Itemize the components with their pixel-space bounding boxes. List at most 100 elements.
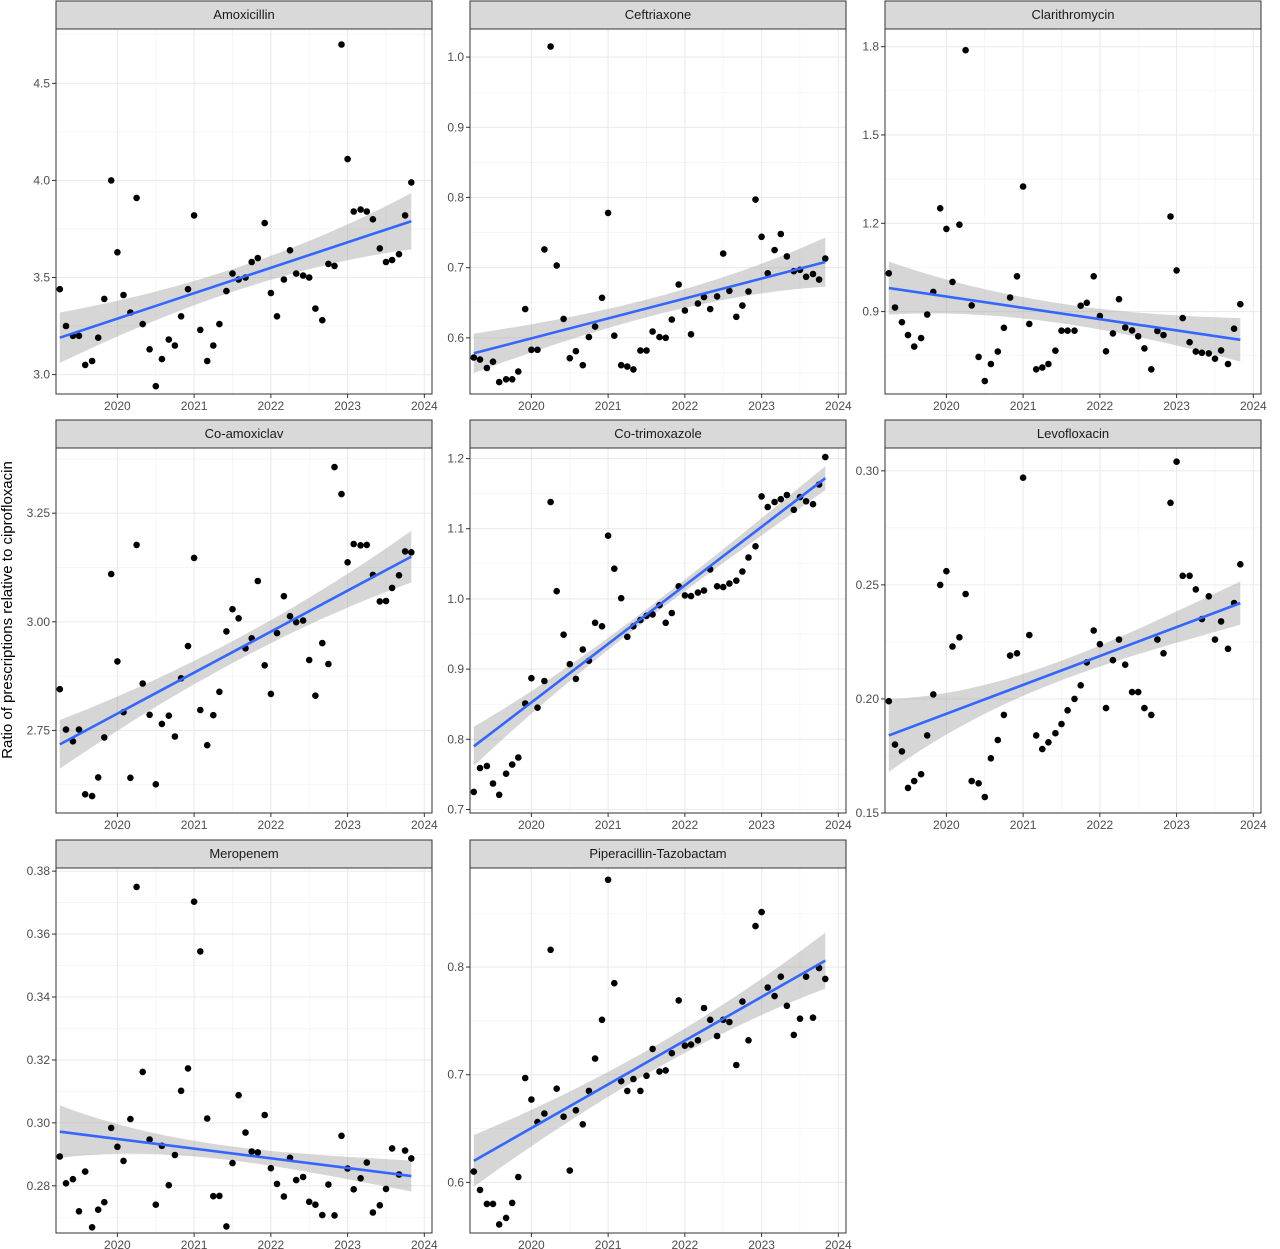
panel-piperacillin-tazobactam: Piperacillin-Tazobactam 2020 2021 2022 2023 2…	[447, 839, 852, 1249]
data-point	[190, 898, 198, 905]
panel-border	[884, 447, 1262, 814]
data-point	[591, 1055, 599, 1062]
data-point	[331, 463, 338, 471]
data-point	[152, 382, 160, 390]
data-point	[713, 1032, 721, 1040]
data-point	[1211, 355, 1219, 363]
confidence-band	[888, 261, 1241, 362]
data-point	[815, 276, 823, 283]
data-point	[408, 1155, 415, 1162]
data-point	[713, 583, 721, 590]
x-tick-label: 2021	[1010, 399, 1037, 413]
data-point	[624, 633, 631, 641]
y-tick-label: 0.6	[447, 331, 464, 345]
data-point	[553, 1085, 560, 1092]
y-tick-label: 0.7	[447, 802, 464, 816]
data-point	[700, 1004, 708, 1012]
data-point	[1237, 561, 1244, 568]
data-point	[1109, 656, 1117, 664]
x-tick-label: 2022	[1087, 399, 1114, 413]
x-tick-label: 2024	[1240, 818, 1267, 832]
data-point	[745, 554, 752, 561]
y-tick-label: 0.25	[856, 578, 880, 592]
data-point	[668, 316, 676, 323]
data-point	[235, 615, 242, 622]
data-point	[700, 587, 708, 594]
data-point	[363, 541, 371, 549]
trend-line	[888, 601, 1241, 737]
data-point	[733, 577, 740, 584]
data-point	[127, 774, 134, 782]
data-point	[325, 660, 332, 668]
data-point	[158, 355, 166, 363]
x-tick-label: 2023	[334, 399, 361, 413]
data-point	[305, 656, 313, 664]
data-point	[495, 1221, 503, 1228]
data-point	[752, 196, 759, 203]
data-point	[790, 506, 798, 514]
data-point	[713, 293, 721, 300]
data-point	[139, 680, 146, 687]
data-point	[139, 1068, 146, 1076]
data-point	[917, 334, 925, 342]
data-point	[114, 658, 121, 665]
data-point	[369, 216, 377, 223]
data-point	[299, 272, 307, 279]
data-point	[1179, 572, 1186, 580]
panel-ceftriaxone: Ceftriaxone 2020 2021 2022 2023 2024 0.6 0.7 0.8…	[447, 0, 852, 413]
data-point	[1071, 695, 1078, 703]
x-tick-label: 2020	[518, 399, 545, 413]
data-point	[401, 1147, 409, 1154]
y-tick-label: 0.20	[856, 692, 880, 706]
data-point	[1019, 474, 1027, 482]
data-point	[508, 1199, 516, 1207]
data-point	[1128, 688, 1136, 696]
data-point	[802, 498, 810, 505]
trend-line	[59, 555, 412, 746]
data-point	[331, 1212, 338, 1219]
data-point	[177, 1087, 185, 1095]
data-point	[165, 1181, 173, 1189]
data-point	[572, 675, 580, 683]
data-point	[681, 592, 689, 599]
data-point	[923, 311, 931, 318]
data-point	[521, 1074, 529, 1082]
data-point	[809, 500, 817, 508]
data-point	[1102, 348, 1110, 355]
data-point	[809, 270, 817, 278]
data-point	[190, 554, 198, 562]
y-tick-label: 3.5	[33, 271, 50, 285]
data-point	[752, 922, 759, 930]
data-point	[783, 1002, 791, 1010]
data-point	[319, 1211, 326, 1219]
panel-border	[469, 867, 847, 1234]
data-point	[177, 313, 185, 320]
data-point	[216, 688, 223, 696]
data-point	[1148, 711, 1155, 719]
plot-area	[56, 448, 432, 813]
data-point	[891, 741, 899, 748]
data-point	[637, 347, 644, 354]
data-point	[611, 979, 618, 987]
data-point	[1198, 349, 1206, 357]
data-point	[1121, 661, 1129, 668]
y-tick-label: 0.15	[856, 806, 880, 820]
data-point	[203, 1115, 211, 1122]
y-tick-label: 0.30	[856, 464, 880, 478]
panel-title: Ceftriaxone	[625, 7, 691, 22]
data-point	[1217, 347, 1225, 354]
panel-strip	[55, 0, 433, 30]
data-point	[146, 711, 153, 719]
panel-levofloxacin: Levofloxacin 2020 2021 2022 2023 2024 0.15 0.20…	[856, 419, 1267, 832]
trend-line	[473, 260, 826, 355]
data-point	[305, 1198, 313, 1206]
data-point	[1052, 729, 1059, 737]
data-point	[534, 346, 541, 354]
data-point	[1077, 302, 1084, 310]
data-point	[968, 302, 975, 309]
data-point	[292, 618, 300, 626]
x-tick-label: 2022	[672, 399, 699, 413]
data-point	[649, 328, 656, 335]
data-point	[165, 712, 173, 719]
data-point	[62, 1180, 70, 1187]
